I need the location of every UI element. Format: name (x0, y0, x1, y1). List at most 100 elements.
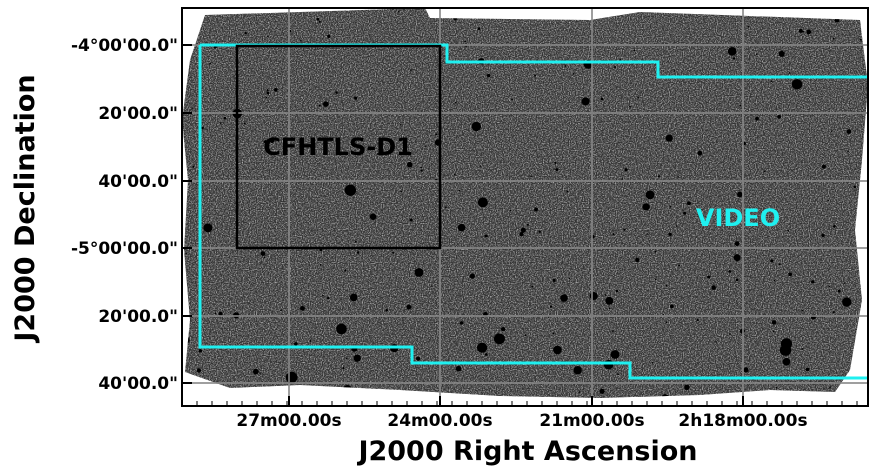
star (859, 38, 862, 41)
star (581, 97, 590, 106)
x-tick-label: 2h18m00.00s (678, 411, 807, 431)
star (354, 96, 358, 100)
star (830, 130, 833, 132)
star (621, 178, 623, 180)
star (603, 359, 614, 370)
star (494, 333, 505, 345)
star (454, 101, 457, 104)
star (237, 403, 239, 405)
star (500, 9, 503, 12)
star (184, 372, 186, 375)
star (623, 228, 626, 231)
y-tick-label: 20'00.0" (98, 307, 178, 327)
star (191, 107, 193, 109)
star (788, 272, 793, 277)
star (683, 211, 687, 215)
star (669, 205, 672, 208)
star (837, 289, 841, 293)
star (453, 16, 458, 21)
star (326, 296, 330, 300)
star (629, 105, 631, 108)
star (244, 31, 247, 35)
star (400, 123, 402, 126)
star (344, 269, 347, 272)
star (654, 250, 657, 253)
star (600, 97, 604, 101)
star (280, 309, 282, 312)
star (678, 264, 681, 267)
star (464, 40, 467, 43)
star (259, 372, 261, 374)
star (805, 367, 810, 372)
star (319, 248, 323, 252)
star (192, 165, 195, 168)
star (715, 341, 717, 343)
star (733, 254, 741, 262)
star (309, 340, 312, 342)
star (697, 150, 703, 156)
star (665, 134, 673, 142)
star (613, 65, 617, 68)
star (484, 353, 488, 356)
star (316, 17, 320, 21)
star (285, 371, 298, 384)
star (635, 257, 640, 263)
star (788, 72, 791, 74)
star (416, 356, 421, 361)
star (572, 72, 575, 75)
x-tick-label: 24m00.00s (387, 411, 492, 431)
star (376, 152, 379, 155)
star (511, 98, 513, 101)
star (322, 294, 324, 297)
star (477, 197, 488, 208)
star (732, 57, 736, 60)
star (782, 357, 791, 366)
star (566, 190, 569, 193)
star (549, 305, 553, 308)
star (612, 233, 615, 236)
star (661, 394, 669, 398)
star (552, 332, 555, 335)
star (684, 384, 690, 391)
star (192, 402, 194, 404)
star (665, 321, 668, 324)
star (530, 175, 532, 178)
star (201, 126, 204, 130)
star (844, 282, 846, 284)
star (612, 330, 614, 332)
star (676, 225, 678, 227)
star (335, 91, 338, 94)
star (739, 104, 742, 107)
star (651, 361, 654, 364)
star (801, 309, 804, 312)
star (821, 233, 825, 238)
star (791, 79, 803, 90)
star (353, 354, 361, 362)
star (420, 166, 422, 169)
star (260, 251, 266, 256)
star (263, 256, 266, 259)
star (274, 88, 278, 92)
star (484, 234, 488, 238)
star (771, 320, 777, 325)
star (778, 263, 781, 266)
star (832, 311, 835, 314)
plot-frame (181, 7, 869, 407)
star (457, 223, 466, 232)
star (787, 229, 790, 232)
star (610, 350, 620, 359)
star (743, 367, 749, 373)
star (214, 312, 217, 315)
star (400, 190, 403, 193)
star (773, 279, 776, 282)
annotation: VIDEO (696, 204, 780, 232)
star (319, 264, 322, 266)
star (210, 397, 213, 398)
star (500, 327, 506, 332)
star (344, 184, 357, 196)
star (775, 387, 778, 389)
star (834, 17, 840, 23)
star (578, 391, 581, 393)
star (555, 168, 559, 172)
star (327, 34, 331, 39)
